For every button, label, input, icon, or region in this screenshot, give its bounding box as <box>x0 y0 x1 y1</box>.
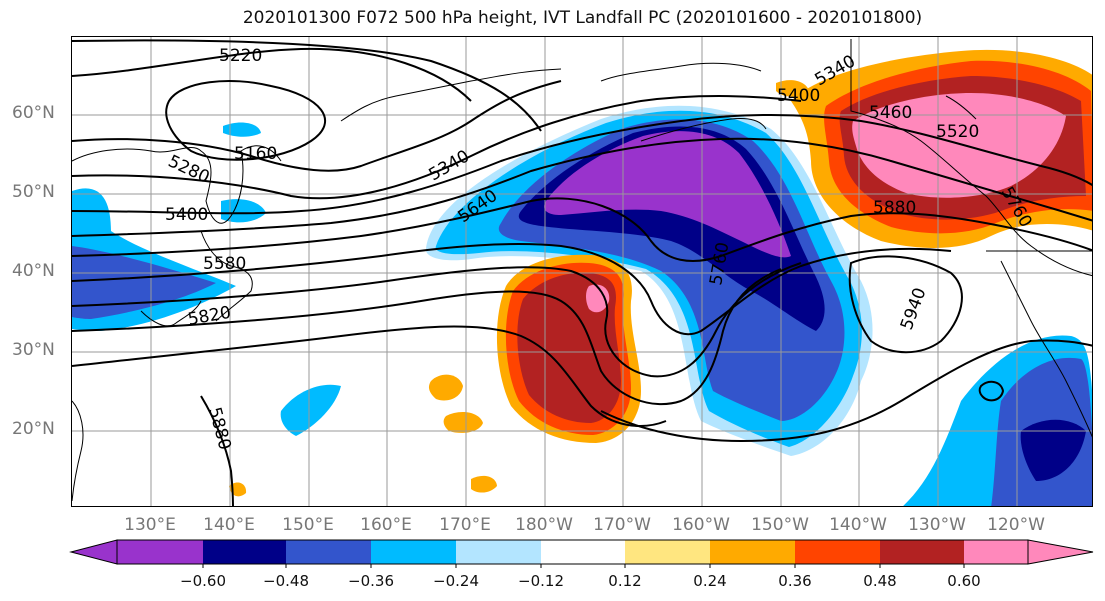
lon-label-140e: 140°E <box>203 515 255 535</box>
contour-label-5520: 5520 <box>936 122 979 142</box>
colorbar-swatch-8 <box>710 540 795 564</box>
colorbar-swatch-1 <box>117 540 203 564</box>
colorbar-swatch-7 <box>625 540 710 564</box>
lat-label-60n: 60°N <box>12 103 55 123</box>
shade-neg-southeast-dark <box>1020 419 1086 481</box>
lon-label-170w: 170°W <box>593 515 651 535</box>
shade-neg-west-mid <box>72 246 216 319</box>
colorbar-extend-low <box>69 539 118 565</box>
lon-label-150w: 150°W <box>751 515 809 535</box>
colorbar-label-neg048: −0.48 <box>263 572 309 590</box>
lat-label-20n: 20°N <box>12 419 55 439</box>
colorbar-label-neg036: −0.36 <box>348 572 394 590</box>
colorbar-swatch-3 <box>286 540 371 564</box>
lon-label-170e: 170°E <box>439 515 491 535</box>
coastlines <box>72 39 1092 502</box>
lon-label-180w: 180°W <box>515 515 573 535</box>
ivt-shading-negative <box>72 105 1092 506</box>
colorbar-swatch-10 <box>880 540 964 564</box>
lon-label-140w: 140°W <box>829 515 887 535</box>
lon-label-130e: 130°E <box>124 515 176 535</box>
colorbar-ticks <box>202 564 965 568</box>
lon-label-130w: 130°W <box>908 515 966 535</box>
shade-neg-patch3 <box>280 384 341 436</box>
colorbar-swatch-11 <box>964 540 1028 564</box>
lon-label-160e: 160°E <box>360 515 412 535</box>
colorbar-extend-high <box>1027 539 1094 565</box>
contour-label-5880-east: 5880 <box>873 198 916 218</box>
colorbar-swatch-4 <box>371 540 456 564</box>
contour-label-5460: 5460 <box>869 103 912 123</box>
shade-neg-patch1 <box>221 199 266 223</box>
colorbar-swatch-5 <box>456 540 541 564</box>
contour-label-5580: 5580 <box>203 254 246 274</box>
shade-pos-patch2 <box>443 411 483 433</box>
map-panel: 5220 5160 5280 5400 5340 5400 5460 5520 … <box>71 36 1093 507</box>
colorbar-swatch-6 <box>541 540 625 564</box>
shade-neg-patch2 <box>223 122 261 137</box>
lon-label-160w: 160°W <box>672 515 730 535</box>
contour-label-5940: 5940 <box>897 285 931 332</box>
colorbar-outline <box>116 539 1029 565</box>
lat-label-50n: 50°N <box>12 182 55 202</box>
lat-label-30n: 30°N <box>12 340 55 360</box>
map-svg: 5220 5160 5280 5400 5340 5400 5460 5520 … <box>72 37 1092 506</box>
shade-pos-ne-pink <box>852 93 1066 198</box>
grid-lines <box>72 37 1092 506</box>
shade-pos-patch3 <box>471 475 497 493</box>
shade-pos-patch1 <box>428 374 463 401</box>
shade-pos-central-pink <box>586 284 610 313</box>
colorbar-label-neg060: −0.60 <box>180 572 226 590</box>
contour-label-5220: 5220 <box>219 46 262 66</box>
lat-label-40n: 40°N <box>12 261 55 281</box>
colorbar-swatch-9 <box>795 540 880 564</box>
colorbar-label-neg024: −0.24 <box>433 572 479 590</box>
colorbar-label-012: 0.12 <box>608 572 642 590</box>
map-title: 2020101300 F072 500 hPa height, IVT Land… <box>242 8 923 28</box>
colorbar-label-048: 0.48 <box>863 572 897 590</box>
colorbar-label-024: 0.24 <box>693 572 727 590</box>
colorbar-label-neg012: −0.12 <box>518 572 564 590</box>
contour-label-5400-west: 5400 <box>165 205 208 225</box>
colorbar-swatch-2 <box>203 540 286 564</box>
contour-label-5160: 5160 <box>234 144 277 164</box>
colorbar-label-060: 0.60 <box>947 572 981 590</box>
height-contours <box>72 39 1092 506</box>
colorbar-label-036: 0.36 <box>778 572 812 590</box>
shade-pos-patch5 <box>776 80 809 97</box>
lon-label-150e: 150°E <box>282 515 334 535</box>
lon-label-120w: 120°W <box>987 515 1045 535</box>
contour-label-5400-east: 5400 <box>777 86 820 106</box>
colorbar <box>69 539 1094 568</box>
